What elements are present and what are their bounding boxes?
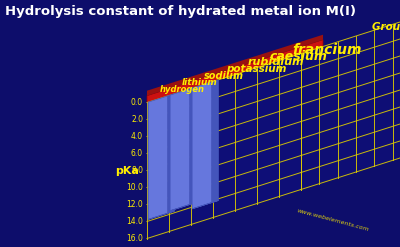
Text: 0.0: 0.0: [131, 98, 143, 107]
Text: 10.0: 10.0: [126, 183, 143, 192]
Polygon shape: [148, 211, 174, 219]
Text: caesium: caesium: [270, 50, 328, 63]
Text: 12.0: 12.0: [126, 200, 143, 209]
Text: 16.0: 16.0: [126, 234, 143, 243]
Polygon shape: [190, 87, 196, 205]
Polygon shape: [192, 201, 218, 209]
Text: 14.0: 14.0: [126, 217, 143, 226]
Text: www.webelements.com: www.webelements.com: [297, 208, 370, 232]
Polygon shape: [170, 89, 190, 211]
Polygon shape: [168, 94, 174, 213]
Text: 2.0: 2.0: [131, 115, 143, 124]
Text: rubidium: rubidium: [248, 57, 305, 67]
Text: pKa: pKa: [115, 165, 139, 176]
Polygon shape: [192, 82, 212, 209]
Text: Hydrolysis constant of hydrated metal ion M(I): Hydrolysis constant of hydrated metal io…: [5, 5, 356, 18]
Text: lithium: lithium: [182, 78, 218, 87]
Text: 8.0: 8.0: [131, 166, 143, 175]
Text: sodium: sodium: [204, 71, 244, 81]
Polygon shape: [301, 19, 400, 189]
Text: Group 1: Group 1: [372, 22, 400, 33]
Text: 6.0: 6.0: [131, 149, 143, 158]
Text: francium: francium: [292, 43, 362, 57]
Polygon shape: [170, 202, 196, 211]
Polygon shape: [212, 80, 218, 203]
Text: hydrogen: hydrogen: [160, 85, 205, 94]
Text: 4.0: 4.0: [131, 132, 143, 141]
Polygon shape: [147, 35, 323, 96]
Polygon shape: [147, 40, 323, 103]
Text: potassium: potassium: [226, 64, 286, 74]
Polygon shape: [147, 54, 301, 239]
Polygon shape: [148, 96, 168, 219]
